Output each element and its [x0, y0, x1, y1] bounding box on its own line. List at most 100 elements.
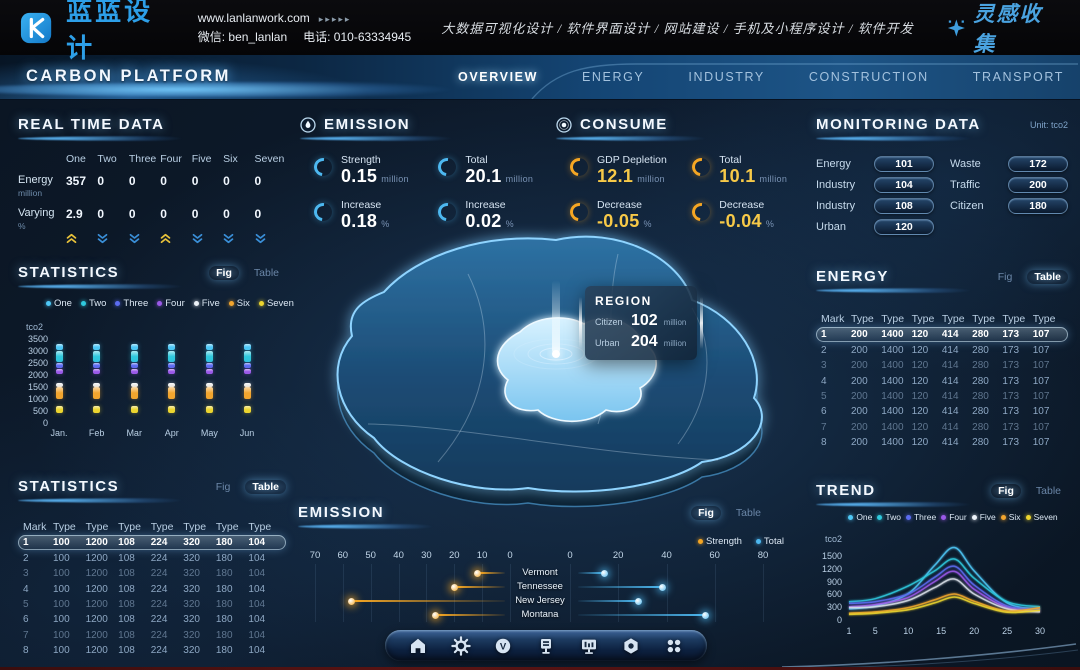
bar-segment [93, 406, 101, 413]
panel-realtime: REAL TIME DATA One Two Three Four Five Six Sev… [18, 116, 286, 246]
legend-dot [228, 301, 234, 306]
title-swoosh-decor [816, 136, 1068, 141]
gridline [666, 564, 668, 622]
table-row[interactable]: 6 200 1400 120 414 280 173 107 [816, 404, 1068, 419]
toggle-table[interactable]: Table [1027, 269, 1068, 284]
y-tick: 1200 [821, 563, 842, 574]
panel-energy-table: ENERGY Fig Table Mark Type Type Type Type Type… [816, 268, 1068, 460]
legend-item-total[interactable]: Total [755, 536, 784, 547]
table-row[interactable]: 1 100 1200 108 224 320 180 104 [18, 535, 286, 551]
home-icon[interactable] [406, 634, 430, 658]
table-row[interactable]: 7 200 1400 120 414 280 173 107 [816, 420, 1068, 435]
bar-segment [243, 387, 251, 399]
contact-info: www.lanlanwork.com ▸▸▸▸▸ 微信: ben_lanlan 电话… [198, 9, 427, 46]
legend-item-six[interactable]: Six [228, 298, 250, 309]
value-pill: 104 [874, 176, 934, 193]
kiosk-icon[interactable] [534, 634, 558, 658]
cell: 108 [118, 552, 135, 564]
cell: 107 [1032, 360, 1050, 372]
table-row[interactable]: 6 100 1200 108 224 320 180 104 [18, 612, 286, 627]
table-row[interactable]: 1 200 1400 120 414 280 173 107 [816, 327, 1068, 343]
cell: 280 [972, 421, 989, 433]
table-row[interactable]: 2 200 1400 120 414 280 173 107 [816, 343, 1068, 358]
legend-item-two[interactable]: Two [877, 512, 901, 522]
panel-emission-chart: EMISSION Fig Table Strength Total 70 60 50 40… [298, 504, 788, 626]
table-row[interactable]: 7 100 1200 108 224 320 180 104 [18, 628, 286, 643]
media-icon[interactable]: V [491, 634, 515, 658]
table-row[interactable]: 5 100 1200 108 224 320 180 104 [18, 597, 286, 612]
legend-dot [157, 301, 163, 306]
legend-dot [193, 301, 199, 306]
legend-item-four[interactable]: Four [941, 512, 967, 522]
value-cell: 0 [223, 207, 230, 221]
legend-item-three[interactable]: Three [115, 298, 148, 309]
table-row[interactable]: 8 100 1200 108 224 320 180 104 [18, 643, 286, 658]
bar-segment [55, 406, 63, 413]
value-cell: 0 [97, 174, 105, 188]
legend-item-strength[interactable]: Strength [698, 536, 742, 547]
y-tick: 2500 [27, 358, 48, 368]
nut-icon[interactable] [619, 634, 643, 658]
table-row[interactable]: 8 200 1400 120 414 280 173 107 [816, 435, 1068, 450]
toggle-fig[interactable]: Fig [209, 265, 239, 280]
table-row[interactable]: 5 200 1400 120 414 280 173 107 [816, 389, 1068, 404]
axis-tick: 10 [476, 550, 488, 561]
trend-up-icon [66, 233, 97, 244]
table-row[interactable]: 2 100 1200 108 224 320 180 104 [18, 551, 286, 566]
realtime-trend-row [18, 233, 286, 244]
toggle-fig[interactable]: Fig [691, 505, 721, 520]
cell: 4 [821, 375, 827, 387]
trend-down-icon [223, 233, 254, 244]
table-row[interactable]: 4 200 1400 120 414 280 173 107 [816, 374, 1068, 389]
legend-item-seven[interactable]: Seven [1025, 512, 1058, 522]
gear-icon[interactable] [449, 634, 473, 658]
legend-item-six[interactable]: Six [1000, 512, 1021, 522]
tab-construction[interactable]: CONSTRUCTION [808, 70, 929, 84]
legend-item-three[interactable]: Three [905, 512, 936, 522]
tab-transport[interactable]: TRANSPORT [972, 70, 1064, 84]
toggle-fig[interactable]: Fig [215, 480, 231, 493]
statistics-legend: One Two Three Four Five Six Seven [46, 298, 294, 309]
legend-item-one[interactable]: One [848, 512, 872, 522]
legend-item-seven[interactable]: Seven [258, 298, 294, 309]
toggle-table[interactable]: Table [1035, 484, 1061, 497]
map-visualization[interactable] [288, 212, 808, 512]
site-url[interactable]: www.lanlanwork.com [197, 10, 310, 25]
stat-value: 12.1 million [597, 166, 665, 186]
tab-energy[interactable]: ENERGY [581, 70, 645, 84]
total-dot [600, 569, 608, 577]
bar-segment [205, 368, 213, 375]
legend-item-two[interactable]: Two [80, 298, 106, 309]
metric-label: Industry [816, 178, 856, 191]
value-cell: 0 [191, 207, 199, 221]
table-row[interactable]: 3 200 1400 120 414 280 173 107 [816, 358, 1068, 373]
legend-item-five[interactable]: Five [193, 298, 220, 309]
table-row[interactable]: 4 100 1200 108 224 320 180 104 [18, 582, 286, 597]
legend-item-five[interactable]: Five [971, 512, 996, 522]
cell: 108 [118, 568, 135, 580]
title-swoosh-decor [816, 502, 1068, 507]
toggle-fig[interactable]: Fig [991, 483, 1021, 498]
toggle-table[interactable]: Table [245, 479, 286, 494]
toggle-table[interactable]: Table [735, 506, 761, 519]
y-tick: 1500 [27, 382, 48, 392]
tab-overview[interactable]: OVERVIEW [458, 70, 538, 84]
apps-icon[interactable] [662, 634, 686, 658]
bar-segment [93, 362, 101, 369]
cell: 120 [911, 390, 929, 402]
tab-industry[interactable]: INDUSTRY [688, 70, 765, 84]
toggle-table[interactable]: Table [253, 266, 279, 279]
toggle-fig[interactable]: Fig [997, 270, 1013, 283]
cell: 320 [183, 552, 200, 564]
legend-item-four[interactable]: Four [157, 298, 185, 309]
y-tick: 3000 [27, 346, 48, 356]
cell: 104 [248, 583, 266, 595]
table-row[interactable]: 3 100 1200 108 224 320 180 104 [18, 566, 286, 581]
panel-title: EMISSION [298, 504, 385, 521]
dashboard-icon[interactable] [577, 634, 601, 658]
stat-unit: million [637, 174, 665, 184]
legend-item-one[interactable]: One [46, 298, 72, 309]
stat-label: GDP Depletion [597, 154, 667, 166]
panel-title: ENERGY [816, 268, 889, 285]
collect-link[interactable]: 灵感收集 [946, 0, 1060, 58]
